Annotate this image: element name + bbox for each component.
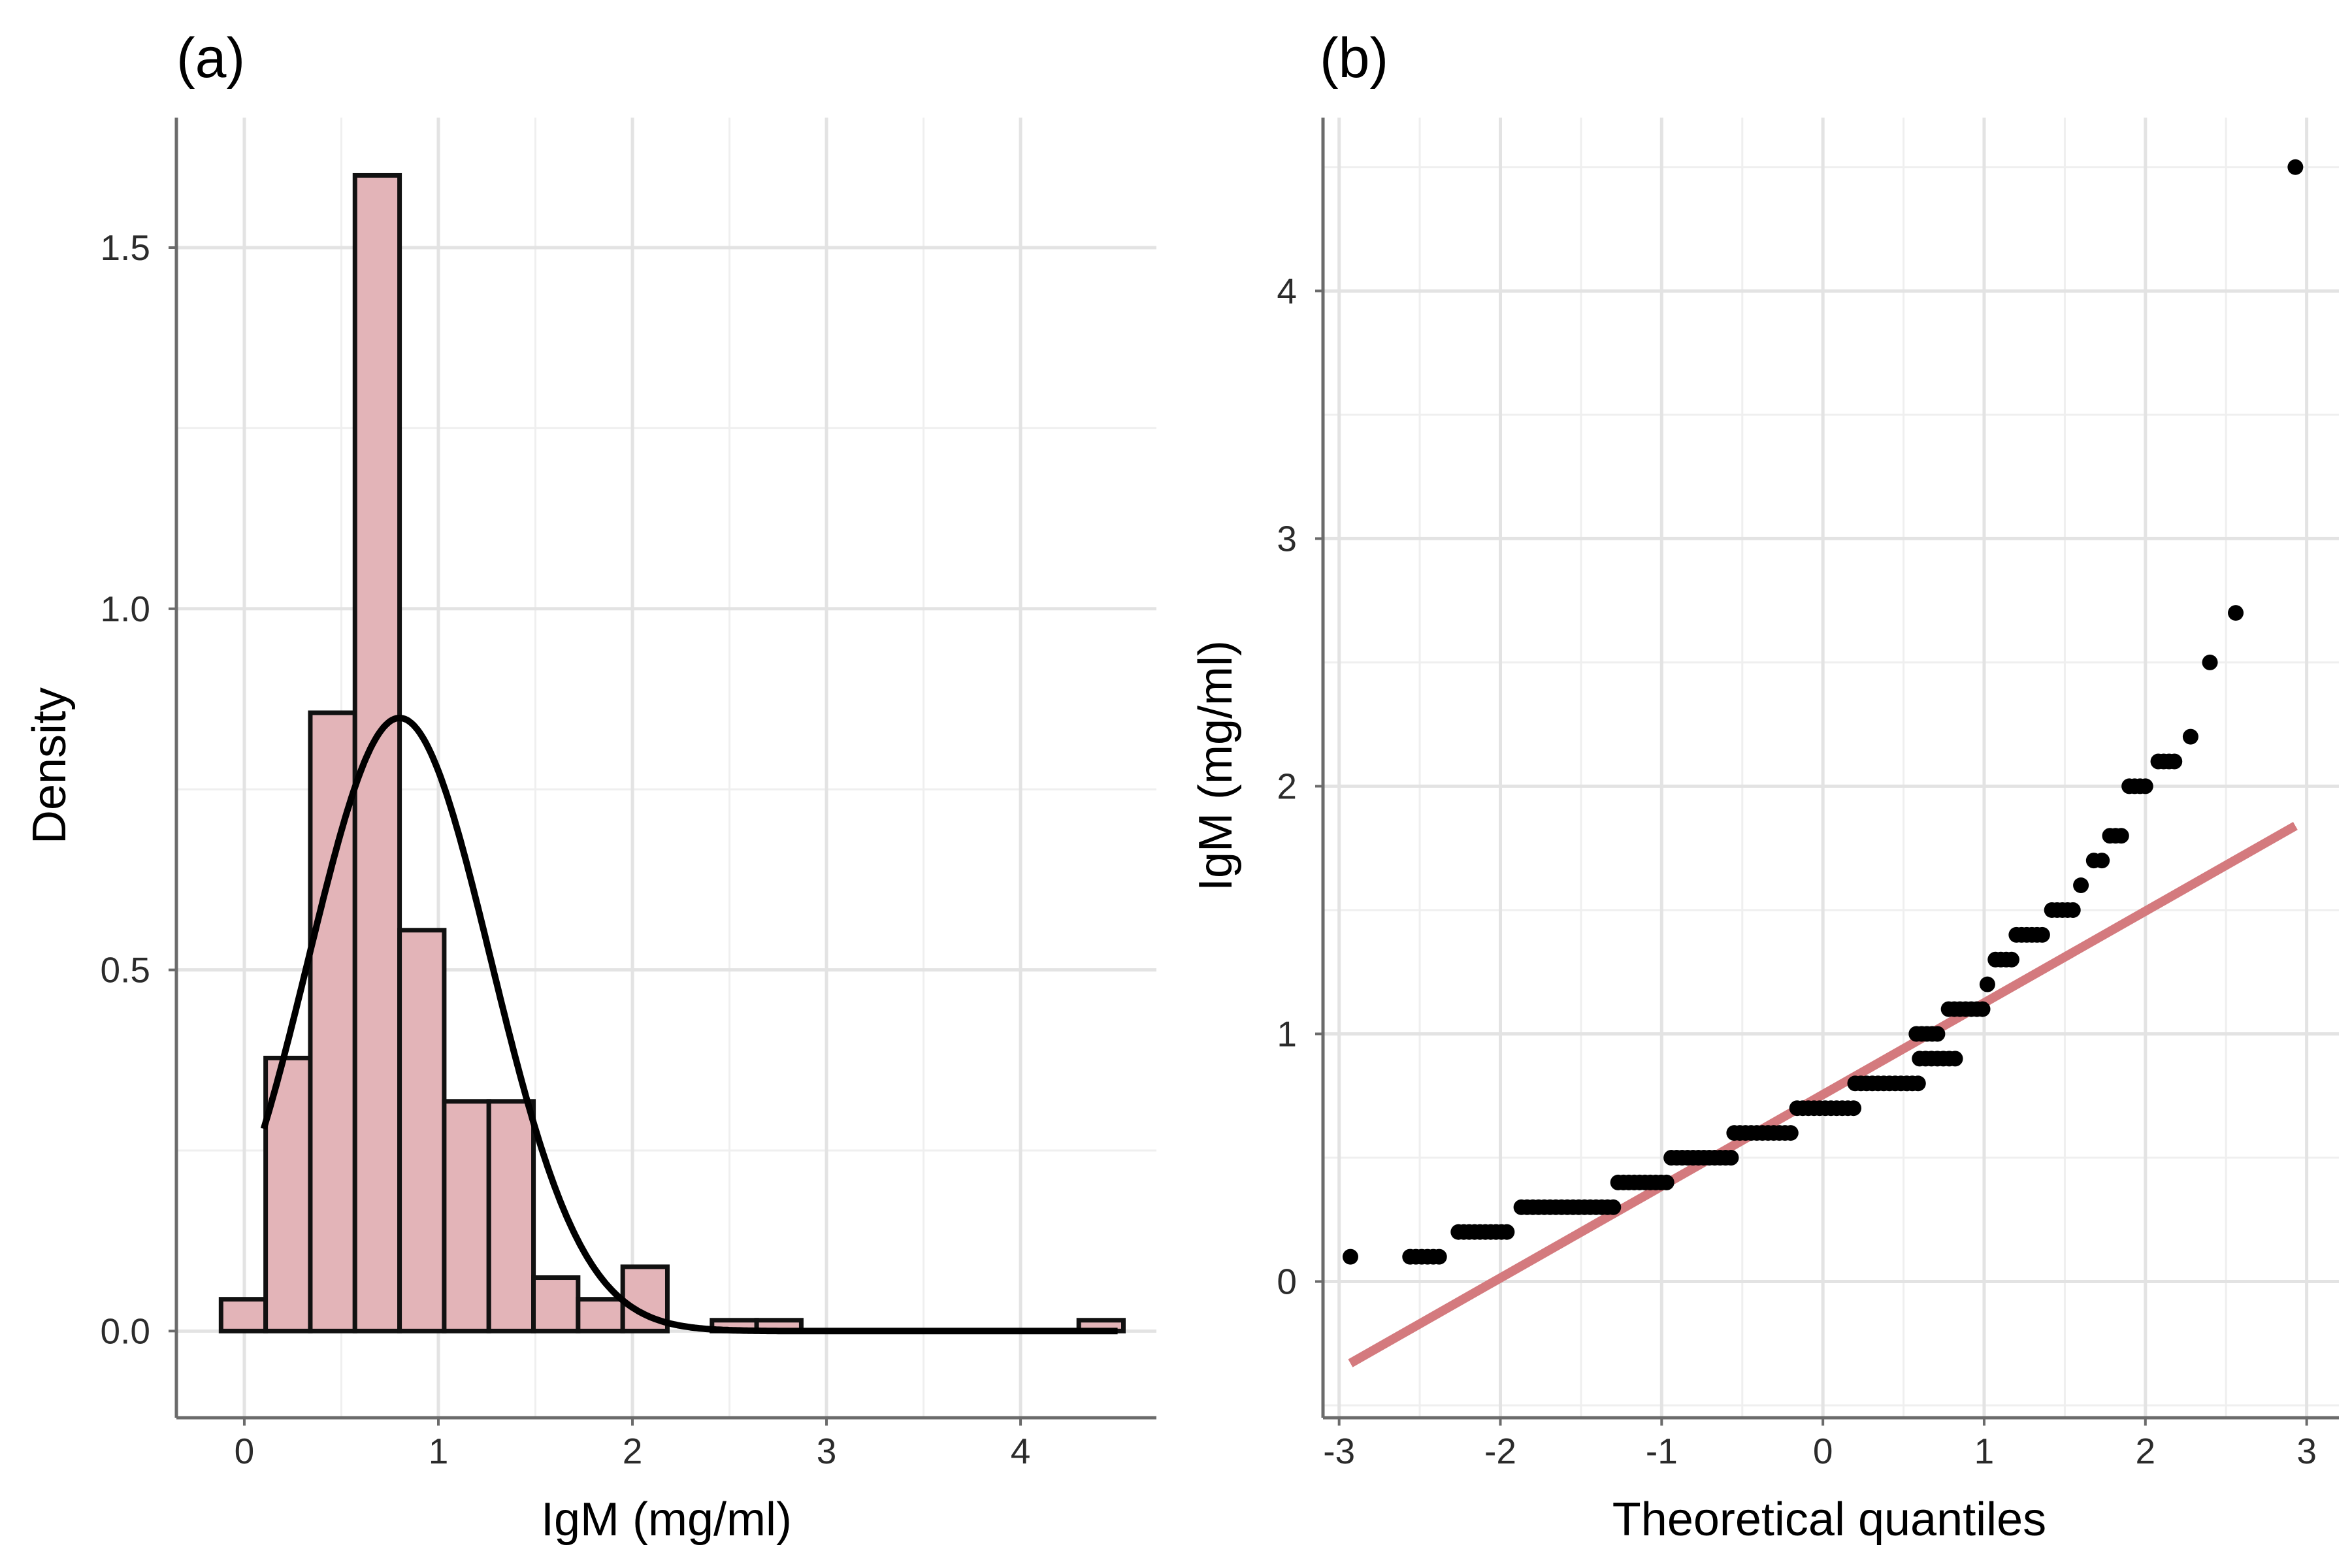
y-tick-label: 0.5 <box>101 950 150 990</box>
qq-point <box>2094 853 2110 869</box>
y-tick-label: 1.5 <box>101 227 150 268</box>
qq-axes <box>1321 118 2339 1420</box>
histogram-bar <box>218 1297 269 1333</box>
x-tick-label: 2 <box>623 1431 643 1471</box>
qq-point <box>2034 926 2050 943</box>
panel-label-b: (b) <box>1320 27 1388 90</box>
qq-point <box>2228 605 2244 621</box>
y-tick-label: 4 <box>1277 270 1297 311</box>
qq-point <box>1658 1174 1674 1190</box>
y-tick-label: 0.0 <box>101 1311 150 1351</box>
x-tick-label: -2 <box>1484 1431 1516 1471</box>
qq-tick-labels: -3 -2 -1 0 1 2 3 0 1 2 3 4 <box>1277 270 2317 1471</box>
y-tick-label: 2 <box>1277 766 1297 806</box>
qq-point <box>2166 753 2183 770</box>
qq-point <box>2073 877 2089 894</box>
y-tick-label: 1 <box>1277 1013 1297 1054</box>
qq-points <box>1342 159 2304 1265</box>
qq-point <box>2137 778 2153 794</box>
x-tick-label: -3 <box>1323 1431 1355 1471</box>
qq-reference-line <box>1348 821 2298 1367</box>
qq-point <box>1499 1224 1515 1240</box>
histogram-tick-labels: 0 1 2 3 4 0.0 0.5 1.0 1.5 <box>101 227 1031 1471</box>
x-tick-label: 2 <box>2136 1431 2156 1471</box>
x-tick-label: 3 <box>2296 1431 2317 1471</box>
y-tick-label: 3 <box>1277 518 1297 559</box>
qq-point <box>2287 159 2304 175</box>
histogram-x-axis-title: IgM (mg/ml) <box>541 1494 792 1546</box>
qq-point <box>2003 951 2019 968</box>
qq-point <box>1342 1249 1358 1265</box>
histogram-bar <box>531 1275 581 1333</box>
histogram-bar <box>308 710 357 1333</box>
x-tick-label: 1 <box>429 1431 449 1471</box>
histogram-bars <box>218 172 1126 1333</box>
qq-gridlines <box>1323 118 2339 1418</box>
qq-point <box>1947 1051 1963 1067</box>
qq-point <box>1782 1125 1799 1141</box>
histogram-bar <box>397 928 447 1333</box>
qq-point <box>1846 1100 1862 1117</box>
qq-point <box>2182 728 2198 745</box>
y-tick-label: 1.0 <box>101 589 150 629</box>
x-tick-label: 4 <box>1011 1431 1031 1471</box>
histogram-bar <box>486 1099 536 1333</box>
histogram-bar <box>352 172 402 1333</box>
normal-density-curve <box>260 715 1119 1335</box>
histogram-axes <box>174 118 1156 1420</box>
qq-x-axis-title: Theoretical quantiles <box>1612 1494 2046 1546</box>
x-tick-label: 3 <box>817 1431 837 1471</box>
x-tick-label: -1 <box>1646 1431 1678 1471</box>
panel-label-a: (a) <box>176 27 245 90</box>
qq-point <box>2113 828 2129 844</box>
histogram-panel: (a) 0 1 2 3 4 0.0 0.5 1.0 1.5 IgM (mg/ml) Densit… <box>24 27 1156 1546</box>
qq-point <box>2065 902 2081 918</box>
qq-point <box>1431 1249 1447 1265</box>
qq-point <box>1605 1199 1622 1215</box>
histogram-y-axis-title: Density <box>24 687 76 844</box>
x-tick-label: 0 <box>235 1431 255 1471</box>
x-tick-label: 0 <box>1813 1431 1833 1471</box>
y-tick-label: 0 <box>1277 1262 1297 1302</box>
qq-point <box>1910 1075 1926 1092</box>
qq-point <box>1979 976 1995 992</box>
qq-point <box>1974 1001 1991 1017</box>
qq-point <box>2202 654 2218 670</box>
histogram-bar <box>576 1297 625 1333</box>
histogram-bar <box>442 1099 491 1333</box>
qq-point <box>1929 1026 1946 1042</box>
qq-point <box>1723 1150 1739 1166</box>
qq-y-axis-title: IgM (mg/ml) <box>1190 640 1242 891</box>
qq-plot-panel: (b) -3 -2 -1 0 1 2 3 0 1 2 3 4 Theoretical quantile… <box>1190 27 2339 1546</box>
x-tick-label: 1 <box>1974 1431 1995 1471</box>
